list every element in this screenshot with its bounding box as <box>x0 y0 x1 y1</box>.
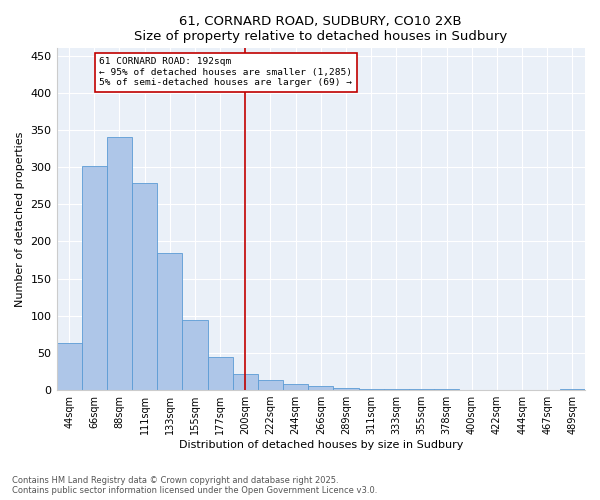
Bar <box>182 320 208 390</box>
Bar <box>132 183 157 390</box>
Bar <box>334 388 359 390</box>
Y-axis label: Number of detached properties: Number of detached properties <box>15 132 25 307</box>
Text: 61 CORNARD ROAD: 192sqm
← 95% of detached houses are smaller (1,285)
5% of semi-: 61 CORNARD ROAD: 192sqm ← 95% of detache… <box>100 57 352 87</box>
Bar <box>308 386 334 390</box>
Bar <box>233 374 258 390</box>
Bar <box>560 388 585 390</box>
Bar <box>283 384 308 390</box>
Bar <box>157 252 182 390</box>
Bar <box>56 344 82 390</box>
Text: Contains HM Land Registry data © Crown copyright and database right 2025.
Contai: Contains HM Land Registry data © Crown c… <box>12 476 377 495</box>
Bar <box>208 356 233 390</box>
Bar <box>82 166 107 390</box>
X-axis label: Distribution of detached houses by size in Sudbury: Distribution of detached houses by size … <box>179 440 463 450</box>
Bar <box>107 136 132 390</box>
Bar <box>359 388 383 390</box>
Title: 61, CORNARD ROAD, SUDBURY, CO10 2XB
Size of property relative to detached houses: 61, CORNARD ROAD, SUDBURY, CO10 2XB Size… <box>134 15 508 43</box>
Bar <box>258 380 283 390</box>
